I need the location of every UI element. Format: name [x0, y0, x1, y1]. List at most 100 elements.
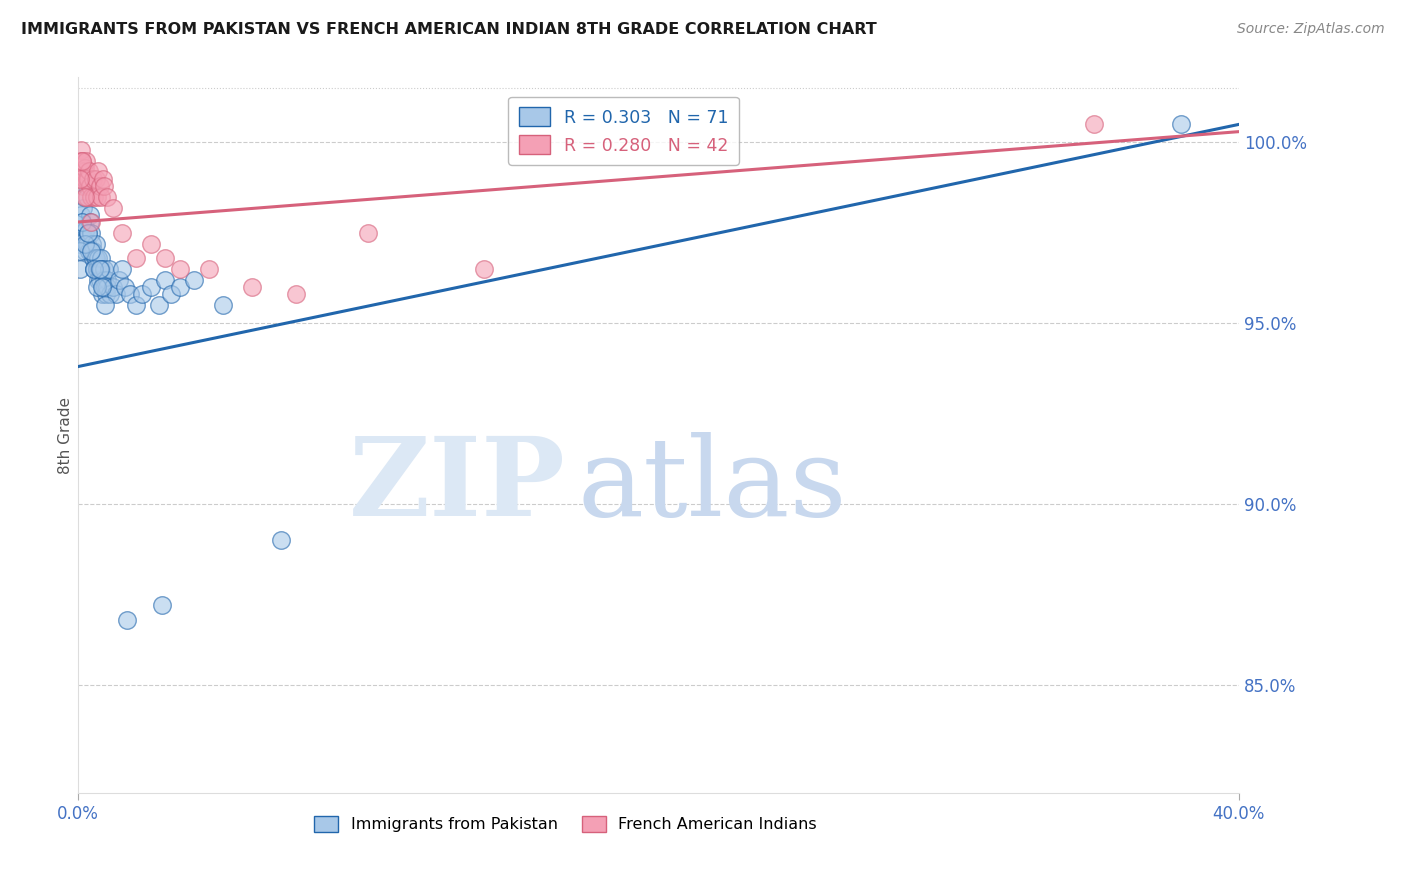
Point: [70, 215, 93, 229]
Point: [77, 164, 100, 178]
Point: [73, 190, 96, 204]
Point: [75, 161, 97, 175]
Point: [73, 164, 96, 178]
Point: [89, 262, 111, 277]
Point: [94, 287, 117, 301]
Point: [111, 226, 134, 240]
Point: [96, 280, 118, 294]
Point: [120, 287, 142, 301]
Point: [90, 262, 112, 277]
Point: [83, 262, 105, 277]
Point: [70, 171, 93, 186]
Point: [69, 153, 91, 168]
Point: [93, 178, 115, 193]
Point: [104, 287, 127, 301]
Point: [83, 262, 105, 277]
Point: [80, 226, 103, 240]
Point: [80, 236, 103, 251]
Point: [80, 190, 103, 204]
Point: [1083, 117, 1105, 131]
Point: [89, 178, 111, 193]
Point: [153, 251, 176, 265]
Point: [79, 208, 101, 222]
Point: [84, 251, 107, 265]
Point: [125, 251, 148, 265]
Point: [91, 171, 114, 186]
Point: [86, 262, 108, 277]
Point: [90, 287, 112, 301]
Y-axis label: 8th Grade: 8th Grade: [58, 397, 73, 474]
Point: [73, 244, 96, 258]
Point: [70, 208, 93, 222]
Point: [357, 226, 380, 240]
Point: [90, 190, 112, 204]
Point: [84, 171, 107, 186]
Legend: R = 0.303   N = 71, R = 0.280   N = 42: R = 0.303 N = 71, R = 0.280 N = 42: [509, 97, 740, 165]
Point: [93, 262, 115, 277]
Point: [70, 143, 93, 157]
Point: [75, 236, 97, 251]
Point: [270, 533, 292, 547]
Point: [97, 262, 120, 277]
Point: [75, 190, 97, 204]
Point: [87, 273, 110, 287]
Point: [82, 244, 104, 258]
Point: [86, 190, 108, 204]
Point: [87, 262, 110, 277]
Point: [148, 298, 170, 312]
Point: [79, 178, 101, 193]
Point: [77, 171, 100, 186]
Point: [70, 226, 93, 240]
Point: [69, 262, 91, 277]
Point: [75, 233, 97, 247]
Point: [125, 298, 148, 312]
Point: [77, 226, 100, 240]
Point: [93, 273, 115, 287]
Point: [111, 262, 134, 277]
Point: [91, 280, 114, 294]
Point: [240, 280, 263, 294]
Text: atlas: atlas: [578, 432, 846, 539]
Point: [80, 215, 103, 229]
Point: [87, 164, 110, 178]
Point: [90, 251, 112, 265]
Point: [82, 251, 104, 265]
Point: [79, 215, 101, 229]
Point: [76, 190, 98, 204]
Point: [75, 153, 97, 168]
Point: [76, 171, 98, 186]
Text: Source: ZipAtlas.com: Source: ZipAtlas.com: [1237, 22, 1385, 37]
Point: [107, 273, 129, 287]
Point: [84, 236, 107, 251]
Point: [117, 613, 139, 627]
Point: [96, 190, 118, 204]
Point: [284, 287, 307, 301]
Point: [72, 153, 94, 168]
Point: [91, 280, 114, 294]
Text: ZIP: ZIP: [349, 432, 565, 539]
Point: [89, 273, 111, 287]
Point: [114, 280, 136, 294]
Point: [96, 273, 118, 287]
Point: [73, 171, 96, 186]
Point: [72, 201, 94, 215]
Point: [472, 262, 495, 277]
Point: [98, 287, 121, 301]
Point: [72, 178, 94, 193]
Point: [86, 280, 108, 294]
Point: [76, 178, 98, 193]
Point: [139, 280, 162, 294]
Point: [101, 201, 124, 215]
Point: [76, 236, 98, 251]
Point: [72, 215, 94, 229]
Point: [82, 171, 104, 186]
Point: [75, 222, 97, 236]
Point: [153, 273, 176, 287]
Point: [169, 280, 191, 294]
Point: [150, 598, 173, 612]
Point: [160, 287, 183, 301]
Point: [69, 164, 91, 178]
Point: [69, 171, 91, 186]
Point: [197, 262, 219, 277]
Point: [77, 226, 100, 240]
